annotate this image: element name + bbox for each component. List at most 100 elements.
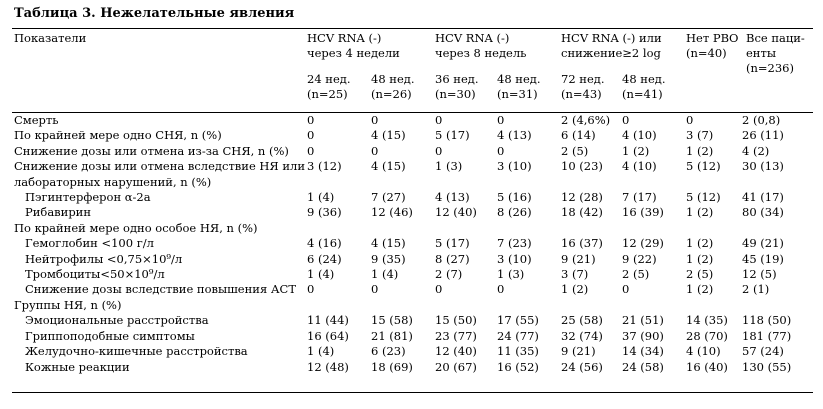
table-cell: 4 (13) [435, 190, 470, 205]
table-cell: 2 (4,6%) [561, 113, 611, 127]
header-all-patients-line1: Все паци- [746, 31, 805, 45]
table-cell: 5 (12) [686, 159, 721, 174]
table-cell: 15 (50) [435, 313, 477, 328]
table-cell: 0 [307, 143, 315, 158]
table-cell: 8 (27) [435, 251, 470, 266]
table-cell [686, 175, 742, 190]
table-cell: 3 (7) [561, 267, 589, 282]
table-row: Кожные реакции 12 (48) 18 (69) 20 (67) 16 (5… [14, 360, 812, 375]
table-row: Гриппоподобные симптомы 16 (64) 21 (81) 23 … [14, 329, 812, 344]
table-cell: 23 (77) [435, 328, 477, 343]
table-cell: 9 (35) [371, 251, 406, 266]
table-cell: 4 (15) [371, 159, 406, 174]
table-cell: 6 (14) [561, 128, 596, 143]
table-cell: 80 (34) [742, 205, 784, 220]
table-cell: 7 (27) [371, 190, 406, 205]
table-row: Тромбоциты<50×10⁹/л 1 (4) 1 (4) 2 (7) 1 (3) 3… [14, 267, 812, 282]
header-group-8-weeks: HCV RNA (-) через 8 недель [435, 31, 526, 61]
table-cell: 4 (15) [371, 128, 406, 143]
subheader-48w-b-line1: 48 нед. [497, 72, 541, 86]
table-cell: 0 [622, 113, 630, 127]
header-group-2log-line1: HCV RNA (-) или [561, 31, 662, 45]
table-cell [686, 221, 742, 236]
row-label: Рибавирин [25, 205, 92, 220]
row-label: Нейтрофилы <0,75×10⁹/л [25, 251, 183, 266]
table-cell: 1 (2) [686, 236, 714, 251]
subheader-36w-line2: (n=30) [435, 87, 476, 101]
table-cell: 1 (4) [371, 267, 399, 282]
subheader-24w-line1: 24 нед. [307, 72, 351, 86]
header-all-patients-line2: енты [746, 46, 776, 60]
table-cell: 1 (4) [307, 344, 335, 359]
table-cell: 7 (23) [497, 236, 532, 251]
row-label: Желудочно-кишечные расстройства [25, 344, 248, 359]
row-label: Снижение дозы или отмена вследствие НЯ и… [14, 159, 306, 174]
row-label: Группы НЯ, n (%) [14, 297, 122, 312]
table-row: Снижение дозы или отмена из-за СНЯ, n (%… [14, 144, 812, 159]
table-cell: 5 (12) [686, 190, 721, 205]
table-cell: 4 (10) [622, 159, 657, 174]
table-cell [686, 298, 742, 313]
table-cell: 7 (17) [622, 190, 657, 205]
table-cell: 1 (3) [435, 159, 463, 174]
row-label: По крайней мере одно СНЯ, n (%) [14, 128, 222, 143]
table-cell: 28 (70) [686, 328, 728, 343]
table-cell: 0 [435, 143, 443, 158]
table-cell: 16 (39) [622, 205, 664, 220]
table-cell: 181 (77) [742, 328, 792, 343]
table-cell: 10 (23) [561, 159, 603, 174]
table-cell: 14 (35) [686, 313, 728, 328]
subheader-24w: 24 нед. (n=25) [307, 72, 351, 102]
table-cell [497, 175, 561, 190]
table-row: Нейтрофилы <0,75×10⁹/л 6 (24) 9 (35) 8 (27)… [14, 252, 812, 267]
bottom-rule [12, 392, 813, 393]
subheader-72w-line2: (n=43) [561, 87, 602, 101]
table-cell [435, 298, 497, 313]
table-cell: 2 (5) [622, 267, 650, 282]
table-cell: 21 (51) [622, 313, 664, 328]
table-cell: 18 (42) [561, 205, 603, 220]
row-label: По крайней мере одно особое НЯ, n (%) [14, 220, 258, 235]
table-cell [742, 175, 812, 190]
table-cell: 2 (5) [686, 267, 714, 282]
header-group-8-weeks-line1: HCV RNA (-) [435, 31, 510, 45]
subheader-48w-a-line1: 48 нед. [371, 72, 415, 86]
header-all-patients: Все паци- енты (n=236) [746, 31, 805, 76]
subheader-72w-line1: 72 нед. [561, 72, 605, 86]
table-row: Рибавирин 9 (36) 12 (46) 12 (40) 8 (26) 18 (4… [14, 205, 812, 220]
table-cell: 4 (15) [371, 236, 406, 251]
header-group-2log-line2: снижение≥2 log [561, 46, 661, 60]
header-no-rvo-line2: (n=40) [686, 46, 727, 60]
table-cell: 0 [371, 143, 379, 158]
row-label: лабораторных нарушений, n (%) [14, 174, 212, 189]
subheader-48w-a-line2: (n=26) [371, 87, 412, 101]
row-label: Гемоглобин <100 г/л [25, 236, 154, 251]
table-cell: 5 (17) [435, 236, 470, 251]
table-cell: 4 (10) [622, 128, 657, 143]
table-cell [371, 298, 435, 313]
subheader-72w: 72 нед. (n=43) [561, 72, 605, 102]
table-cell: 21 (81) [371, 328, 413, 343]
table-cell: 3 (10) [497, 159, 532, 174]
header-no-rvo-line1: Нет РВО [686, 31, 739, 45]
table-cell: 45 (19) [742, 251, 784, 266]
row-label: Снижение дозы или отмена из-за СНЯ, n (%… [14, 143, 289, 158]
table-cell: 0 [622, 282, 630, 297]
table-cell [371, 175, 435, 190]
table-cell: 49 (21) [742, 236, 784, 251]
subheader-48w-c-line1: 48 нед. [622, 72, 666, 86]
table-cell: 30 (13) [742, 159, 784, 174]
table-cell: 4 (13) [497, 128, 532, 143]
table-cell [622, 221, 686, 236]
table-cell: 16 (37) [561, 236, 603, 251]
table-cell: 32 (74) [561, 328, 603, 343]
table-cell: 0 [435, 282, 443, 297]
table-cell: 12 (28) [561, 190, 603, 205]
table-cell: 0 [686, 113, 694, 127]
table-cell: 0 [497, 143, 505, 158]
table-cell [742, 221, 812, 236]
table-cell [307, 175, 371, 190]
table-cell [622, 298, 686, 313]
table-cell: 11 (35) [497, 344, 539, 359]
